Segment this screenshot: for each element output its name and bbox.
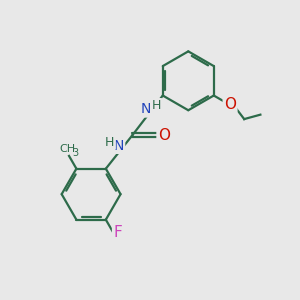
Text: CH: CH	[59, 144, 76, 154]
Text: O: O	[158, 128, 170, 143]
Text: O: O	[224, 97, 236, 112]
Text: H: H	[152, 99, 161, 112]
Text: N: N	[113, 139, 124, 153]
Text: H: H	[105, 136, 115, 148]
Text: N: N	[140, 102, 151, 116]
Text: F: F	[113, 225, 122, 240]
Text: 3: 3	[72, 148, 78, 158]
